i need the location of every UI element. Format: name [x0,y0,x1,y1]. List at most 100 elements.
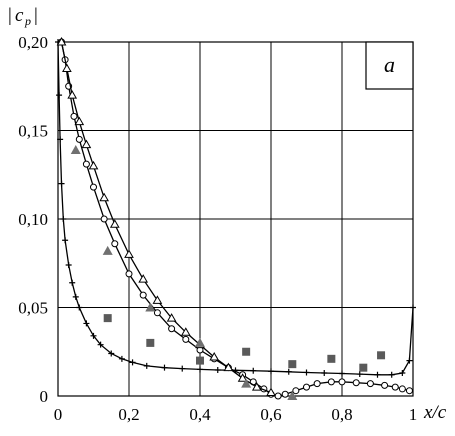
triangle-marker [223,362,234,372]
plus-marker [197,366,203,373]
plus-marker [179,365,186,372]
plus-marker [285,368,292,375]
y-tick-label: 0,10 [18,210,48,229]
square-marker [359,363,368,372]
triangle-marker [62,63,72,73]
plus-marker [321,369,328,376]
filled-triangle-marker [241,378,252,388]
x-tick-label: 0,2 [118,405,139,424]
circle-marker [70,112,78,120]
circle-marker [303,383,310,391]
circle-marker [405,387,413,395]
plus-marker [406,357,413,364]
plus-marker [118,355,125,362]
circle-marker [352,379,360,387]
triangle-marker [166,313,177,322]
circle-marker [281,390,289,398]
y-tick-label: 0 [40,387,49,406]
y-axis-title: | c p | [8,5,38,28]
filled-triangle-marker [70,144,81,154]
plus-marker [303,369,310,376]
x-tick-label: 0,6 [260,405,281,424]
plus-marker [60,216,67,222]
plus-marker [339,370,345,377]
square-marker [196,356,204,365]
series-4 [103,314,386,372]
y-tick-label: 0,05 [18,299,48,318]
y-axis-title-bar-left: | [8,5,12,26]
x-tick-label: 0,4 [189,405,211,424]
triangle-marker [180,327,191,336]
y-tick-label: 0,15 [18,122,48,141]
series-line [57,41,414,376]
square-marker [103,314,112,323]
plus-marker [58,180,65,187]
circle-marker [125,270,133,278]
y-axis-title-symbol: c [15,5,24,26]
circle-marker [292,387,300,395]
filled-triangle-marker [102,245,113,255]
plus-marker [90,332,97,339]
plot-frame [57,41,414,397]
plus-marker [76,304,83,311]
series-2 [56,36,276,396]
plus-marker [65,262,72,269]
circle-marker [75,135,83,143]
square-marker [146,338,155,347]
plus-marker [161,364,168,371]
circle-marker [274,392,282,400]
circle-marker [100,215,108,223]
plus-marker [69,279,76,286]
series-layer [55,36,416,400]
square-marker [242,347,251,356]
plus-marker [143,362,150,369]
series-0 [55,39,416,378]
circle-marker [168,325,176,333]
filled-triangle-marker [145,302,156,312]
circle-marker [327,378,335,386]
x-tick-label: 0,8 [331,405,352,424]
series-3 [70,144,298,400]
panel-label-frame [365,41,414,90]
series-line [60,41,272,394]
panel-label-box: a [365,41,414,90]
y-tick-label: 0,20 [18,33,48,52]
triangle-marker [56,36,67,46]
x-tick-label: 0 [54,405,63,424]
x-tick-label: 1 [409,405,418,424]
plus-marker [108,350,115,357]
square-marker [288,360,297,369]
plus-marker [399,369,406,376]
tick-labels: 0 0,2 0,4 0,6 0,8 1 0 0,05 0,10 0,15 0,20 [18,33,417,424]
triangle-marker [88,160,99,170]
plus-marker [57,136,64,143]
plus-marker [356,371,363,378]
triangle-marker [138,274,149,283]
circle-marker [82,160,90,168]
triangle-marker [251,382,262,391]
plus-marker [62,237,69,244]
plus-marker [250,367,257,374]
circle-marker [139,291,147,299]
plus-marker [56,92,63,99]
triangle-marker [81,139,92,149]
triangle-marker [152,295,163,304]
series-line [60,41,410,397]
series-1 [58,38,413,400]
grid [58,42,413,396]
triangle-marker [67,90,78,99]
circle-marker [111,240,119,248]
triangle-marker [99,192,110,202]
circle-marker [398,385,406,393]
x-axis-title: x/c [423,402,447,423]
y-axis-title-bar-right: | [34,5,38,26]
panel-label: a [384,52,395,77]
plus-marker [72,293,79,300]
plus-marker [374,371,381,378]
plus-marker [268,368,274,375]
circle-marker [153,309,161,317]
circle-marker [391,383,399,391]
plus-marker [97,341,104,348]
triangle-marker [124,249,134,258]
